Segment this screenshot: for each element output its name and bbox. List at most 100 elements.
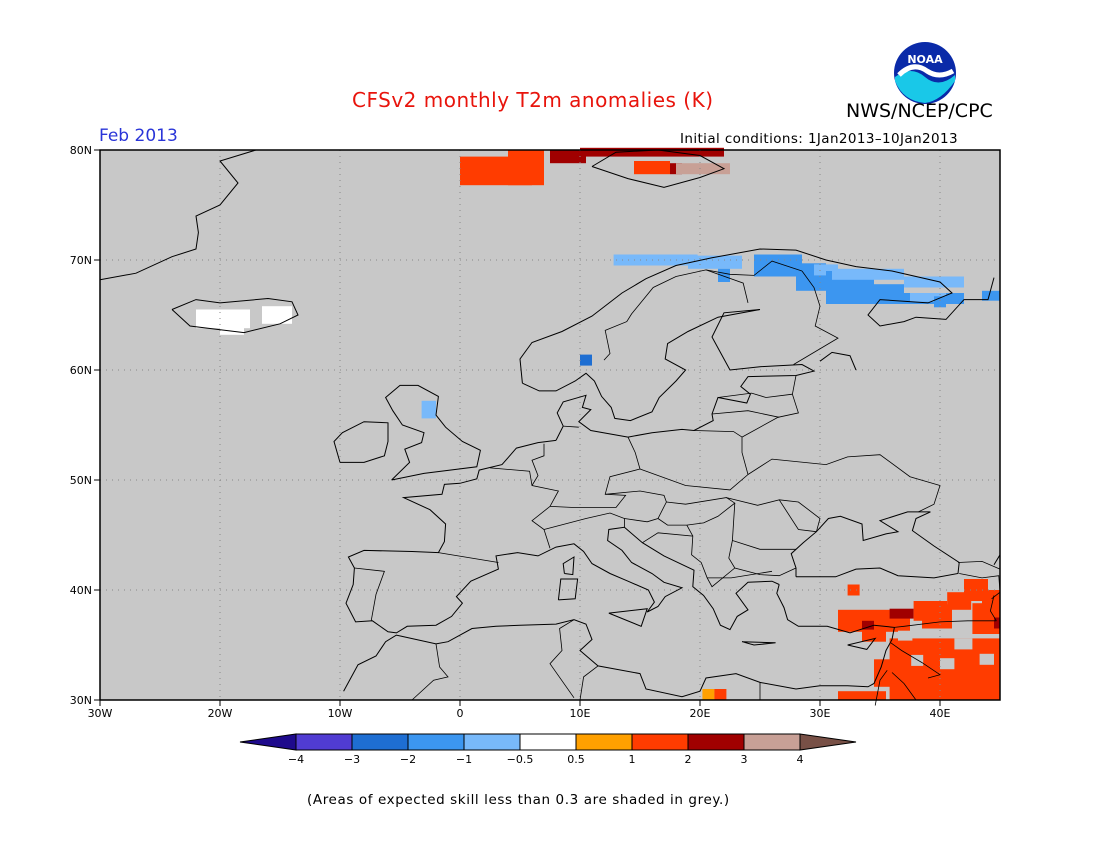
country-border bbox=[957, 560, 1001, 570]
anomaly-cell bbox=[922, 604, 952, 629]
country-border bbox=[603, 260, 803, 361]
colorbar-swatch bbox=[687, 733, 745, 751]
country-border bbox=[731, 503, 796, 550]
country-border bbox=[657, 497, 736, 526]
country-border bbox=[874, 670, 888, 706]
colorbar-label: −2 bbox=[400, 753, 416, 766]
anomaly-cell bbox=[580, 147, 724, 157]
lat-tick-label: 80N bbox=[70, 144, 92, 157]
masked-cell bbox=[911, 654, 924, 666]
anomaly-cell bbox=[889, 608, 914, 619]
lon-tick-label: 30W bbox=[88, 707, 113, 720]
lat-tick-label: 60N bbox=[70, 364, 92, 377]
lon-tick-label: 20E bbox=[690, 707, 711, 720]
coastline bbox=[555, 394, 629, 441]
colorbar-label: −3 bbox=[344, 753, 360, 766]
initial-conditions: Initial conditions: 1Jan2013–10Jan2013 bbox=[680, 131, 958, 147]
country-border bbox=[741, 375, 799, 438]
country-border bbox=[717, 392, 793, 398]
anomaly-cell bbox=[196, 309, 250, 329]
country-border bbox=[639, 430, 749, 491]
map-background bbox=[100, 150, 1000, 700]
coastline bbox=[171, 297, 299, 334]
anomaly-cell bbox=[676, 163, 730, 175]
masked-cell bbox=[898, 630, 913, 641]
map-gridlines bbox=[100, 150, 1000, 700]
anomaly-cell bbox=[925, 678, 956, 700]
anomaly-cells bbox=[196, 147, 1000, 700]
colorbar-label: 2 bbox=[685, 753, 692, 766]
colorbar-swatch bbox=[407, 733, 465, 751]
coastline bbox=[819, 351, 857, 371]
colorbar-swatch bbox=[239, 733, 297, 751]
anomaly-cell bbox=[613, 254, 698, 266]
coastline bbox=[343, 584, 895, 698]
longitude-axis: 30W 20W 10W 0 10E 20E 30E 40E bbox=[88, 700, 951, 720]
coastline bbox=[627, 309, 816, 438]
country-border bbox=[705, 269, 749, 303]
latitude-axis: 80N 70N 60N 50N 40N 30N bbox=[70, 144, 100, 707]
country-border bbox=[890, 642, 941, 679]
coastline bbox=[519, 248, 995, 384]
lat-tick-label: 30N bbox=[70, 694, 92, 707]
colorbar-label: −4 bbox=[288, 753, 304, 766]
anomaly-cell bbox=[847, 584, 860, 596]
country-border bbox=[747, 454, 941, 513]
lon-tick-label: 30E bbox=[810, 707, 831, 720]
coastline bbox=[557, 578, 579, 601]
colorbar-label: −1 bbox=[456, 753, 472, 766]
colorbar-swatch bbox=[463, 733, 521, 751]
colorbar-swatch bbox=[743, 733, 801, 751]
anomaly-cell bbox=[862, 620, 874, 630]
anomaly-cell bbox=[634, 161, 670, 175]
lon-tick-label: 20W bbox=[208, 707, 233, 720]
country-border bbox=[894, 620, 997, 628]
coastline bbox=[384, 384, 481, 481]
colorbar-label: 0.5 bbox=[567, 753, 585, 766]
coastline bbox=[562, 556, 575, 576]
colorbar-swatch bbox=[799, 733, 857, 751]
colorbar-swatch bbox=[351, 733, 409, 751]
forecast-period: Feb 2013 bbox=[99, 126, 178, 146]
country-border bbox=[531, 443, 545, 486]
anomaly-cell bbox=[994, 617, 1000, 629]
country-border bbox=[438, 552, 499, 563]
agency-label: NWS/NCEP/CPC bbox=[846, 100, 993, 122]
anomaly-cell bbox=[754, 254, 802, 277]
map-frame bbox=[99, 149, 1001, 701]
anomaly-cell bbox=[421, 400, 436, 419]
lat-tick-label: 70N bbox=[70, 254, 92, 267]
coastline bbox=[591, 149, 726, 188]
anomaly-cell bbox=[550, 150, 586, 164]
country-border bbox=[579, 665, 599, 701]
coastline bbox=[99, 149, 257, 281]
coastline bbox=[522, 372, 595, 392]
anomaly-cell bbox=[874, 659, 898, 687]
coastlines bbox=[99, 149, 1001, 706]
logo-text: NOAA bbox=[907, 53, 943, 66]
anomaly-cell bbox=[862, 630, 886, 642]
country-border bbox=[793, 270, 839, 365]
country-border bbox=[411, 643, 449, 701]
country-border bbox=[959, 573, 1001, 600]
country-border bbox=[563, 425, 579, 428]
lon-tick-label: 10E bbox=[570, 707, 591, 720]
anomaly-cell bbox=[262, 306, 292, 324]
colorbar-swatch bbox=[631, 733, 689, 751]
colorbar-label: 1 bbox=[629, 753, 636, 766]
country-border bbox=[354, 567, 385, 621]
country-border bbox=[711, 410, 780, 418]
country-border bbox=[728, 540, 797, 577]
masked-cell bbox=[979, 653, 994, 665]
anomaly-cell bbox=[714, 689, 727, 700]
lat-tick-label: 40N bbox=[70, 584, 92, 597]
country-border bbox=[642, 532, 736, 588]
coastline bbox=[847, 637, 877, 650]
country-border bbox=[686, 524, 694, 537]
noaa-logo-icon: NOAA bbox=[893, 41, 957, 105]
anomaly-cell bbox=[982, 590, 1000, 606]
country-border bbox=[489, 467, 560, 549]
masked-cell bbox=[940, 658, 955, 670]
coastline bbox=[333, 421, 389, 463]
anomaly-cell bbox=[814, 264, 838, 276]
